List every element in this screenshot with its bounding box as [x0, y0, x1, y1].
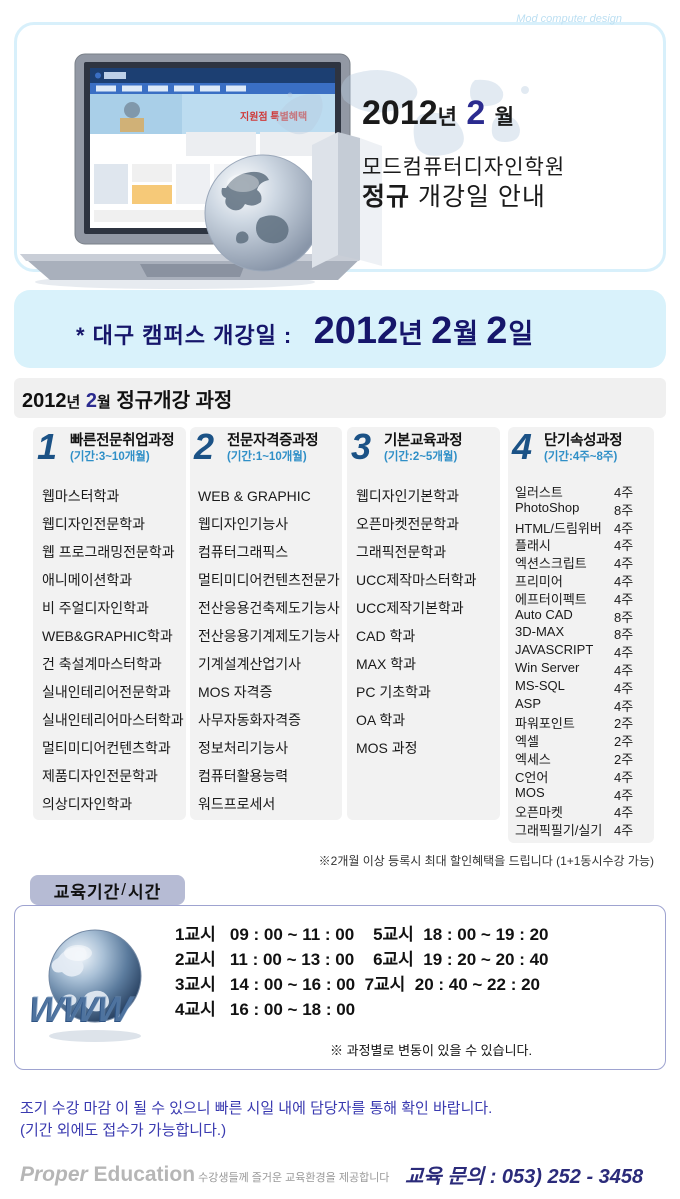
svg-text:WWW: WWW	[30, 988, 136, 1029]
